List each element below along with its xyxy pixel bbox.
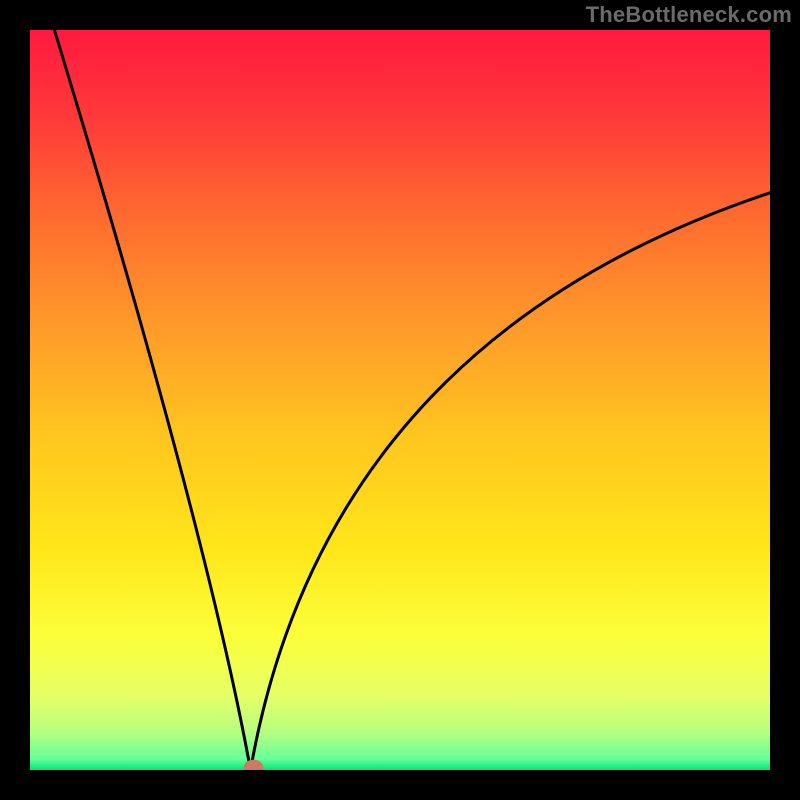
watermark-text: TheBottleneck.com: [586, 2, 792, 28]
plot-background: [30, 30, 770, 770]
figure-frame: TheBottleneck.com: [0, 0, 800, 800]
bottleneck-plot: [30, 30, 770, 770]
